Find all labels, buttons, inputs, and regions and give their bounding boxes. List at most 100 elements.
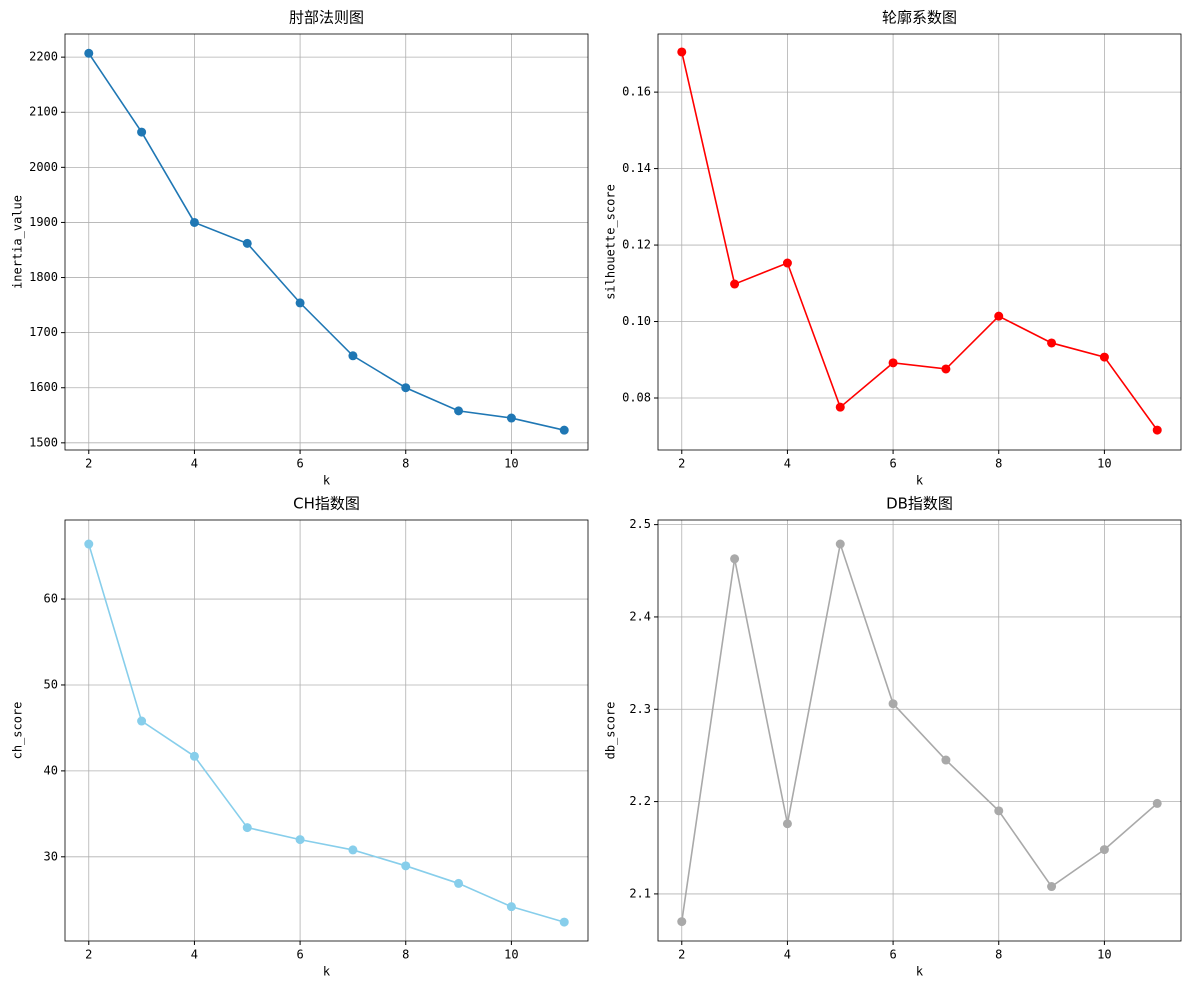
data-point xyxy=(295,835,305,845)
data-point xyxy=(137,716,147,726)
y-tick-label: 2.3 xyxy=(629,702,651,716)
plot-frame xyxy=(657,33,1182,451)
data-point xyxy=(782,258,792,268)
x-tick-label: 4 xyxy=(784,457,791,471)
series-line xyxy=(680,540,1158,922)
x-tick-label: 6 xyxy=(889,457,896,471)
y-tick-label: 2000 xyxy=(29,160,58,174)
data-point xyxy=(401,383,411,393)
data-point xyxy=(84,48,94,58)
x-tick-label: 6 xyxy=(889,948,896,962)
data-point xyxy=(730,554,740,564)
y-tick-label: 1800 xyxy=(29,270,58,284)
y-tick-label: 1500 xyxy=(29,435,58,449)
y-tick-label: 2.1 xyxy=(629,886,651,900)
plot-frame xyxy=(657,519,1182,942)
x-axis-label: k xyxy=(916,965,924,979)
x-tick-label: 8 xyxy=(402,457,409,471)
data-point xyxy=(348,845,358,855)
y-tick-label: 0.10 xyxy=(622,314,651,328)
x-tick-label: 2 xyxy=(678,457,685,471)
data-point xyxy=(994,806,1004,816)
data-point xyxy=(1152,798,1162,808)
x-tick-label: 10 xyxy=(1097,948,1111,962)
y-axis-label: ch_score xyxy=(11,702,25,760)
y-tick-label: 2.4 xyxy=(629,609,651,623)
x-tick-label: 2 xyxy=(678,948,685,962)
y-tick-label: 50 xyxy=(44,677,58,691)
x-tick-label: 2 xyxy=(85,457,92,471)
x-tick-label: 4 xyxy=(784,948,791,962)
x-tick-label: 2 xyxy=(85,948,92,962)
y-tick-label: 0.16 xyxy=(622,85,651,99)
data-point xyxy=(559,917,569,927)
plot-frame xyxy=(64,33,589,451)
x-tick-label: 6 xyxy=(296,948,303,962)
y-axis-label: db_score xyxy=(604,702,618,760)
y-tick-label: 1700 xyxy=(29,325,58,339)
chart-title: DB指数图 xyxy=(886,495,953,513)
y-tick-label: 40 xyxy=(44,763,58,777)
chart-title: CH指数图 xyxy=(293,495,360,513)
x-tick-label: 8 xyxy=(995,457,1002,471)
x-tick-label: 10 xyxy=(504,948,518,962)
y-tick-label: 2200 xyxy=(29,50,58,64)
data-point xyxy=(1152,425,1162,435)
data-point xyxy=(295,298,305,308)
data-point xyxy=(941,364,951,374)
y-tick-label: 2.2 xyxy=(629,794,651,808)
data-point xyxy=(189,751,199,761)
data-point xyxy=(559,425,569,435)
x-axis-label: k xyxy=(323,965,331,979)
data-point xyxy=(835,539,845,549)
data-point xyxy=(677,47,687,57)
data-point xyxy=(454,878,464,888)
data-point xyxy=(730,279,740,289)
chart-title: 肘部法则图 xyxy=(289,9,364,27)
y-tick-label: 0.08 xyxy=(622,391,651,405)
x-tick-label: 4 xyxy=(191,948,198,962)
x-axis-label: k xyxy=(323,474,331,488)
chart-title: 轮廓系数图 xyxy=(882,9,957,27)
data-point xyxy=(506,902,516,912)
x-tick-label: 10 xyxy=(504,457,518,471)
data-point xyxy=(401,861,411,871)
data-point xyxy=(1047,882,1057,892)
x-tick-label: 10 xyxy=(1097,457,1111,471)
data-point xyxy=(242,238,252,248)
y-tick-label: 2.5 xyxy=(629,517,651,531)
series-line xyxy=(680,51,1158,431)
series-line xyxy=(88,52,565,431)
data-point xyxy=(1099,352,1109,362)
x-tick-label: 8 xyxy=(402,948,409,962)
y-tick-label: 30 xyxy=(44,849,58,863)
data-point xyxy=(888,358,898,368)
y-tick-label: 0.12 xyxy=(622,238,651,252)
x-tick-label: 4 xyxy=(191,457,198,471)
y-axis-label: inertia_value xyxy=(11,195,25,289)
x-axis-label: k xyxy=(916,474,924,488)
data-point xyxy=(348,351,358,361)
data-point xyxy=(677,917,687,927)
data-point xyxy=(782,819,792,829)
x-tick-label: 6 xyxy=(296,457,303,471)
y-tick-label: 1900 xyxy=(29,215,58,229)
y-tick-label: 0.14 xyxy=(622,161,651,175)
y-tick-label: 2100 xyxy=(29,105,58,119)
data-point xyxy=(1099,845,1109,855)
data-point xyxy=(1047,338,1057,348)
y-tick-label: 60 xyxy=(44,592,58,606)
series-line xyxy=(88,543,565,923)
data-point xyxy=(189,217,199,227)
data-point xyxy=(888,699,898,709)
data-point xyxy=(835,402,845,412)
x-tick-label: 8 xyxy=(995,948,1002,962)
data-point xyxy=(137,127,147,137)
y-tick-label: 1600 xyxy=(29,380,58,394)
data-point xyxy=(84,539,94,549)
y-axis-label: silhouette_score xyxy=(604,184,618,300)
data-point xyxy=(454,406,464,416)
data-point xyxy=(506,413,516,423)
plot-frame xyxy=(64,519,589,942)
